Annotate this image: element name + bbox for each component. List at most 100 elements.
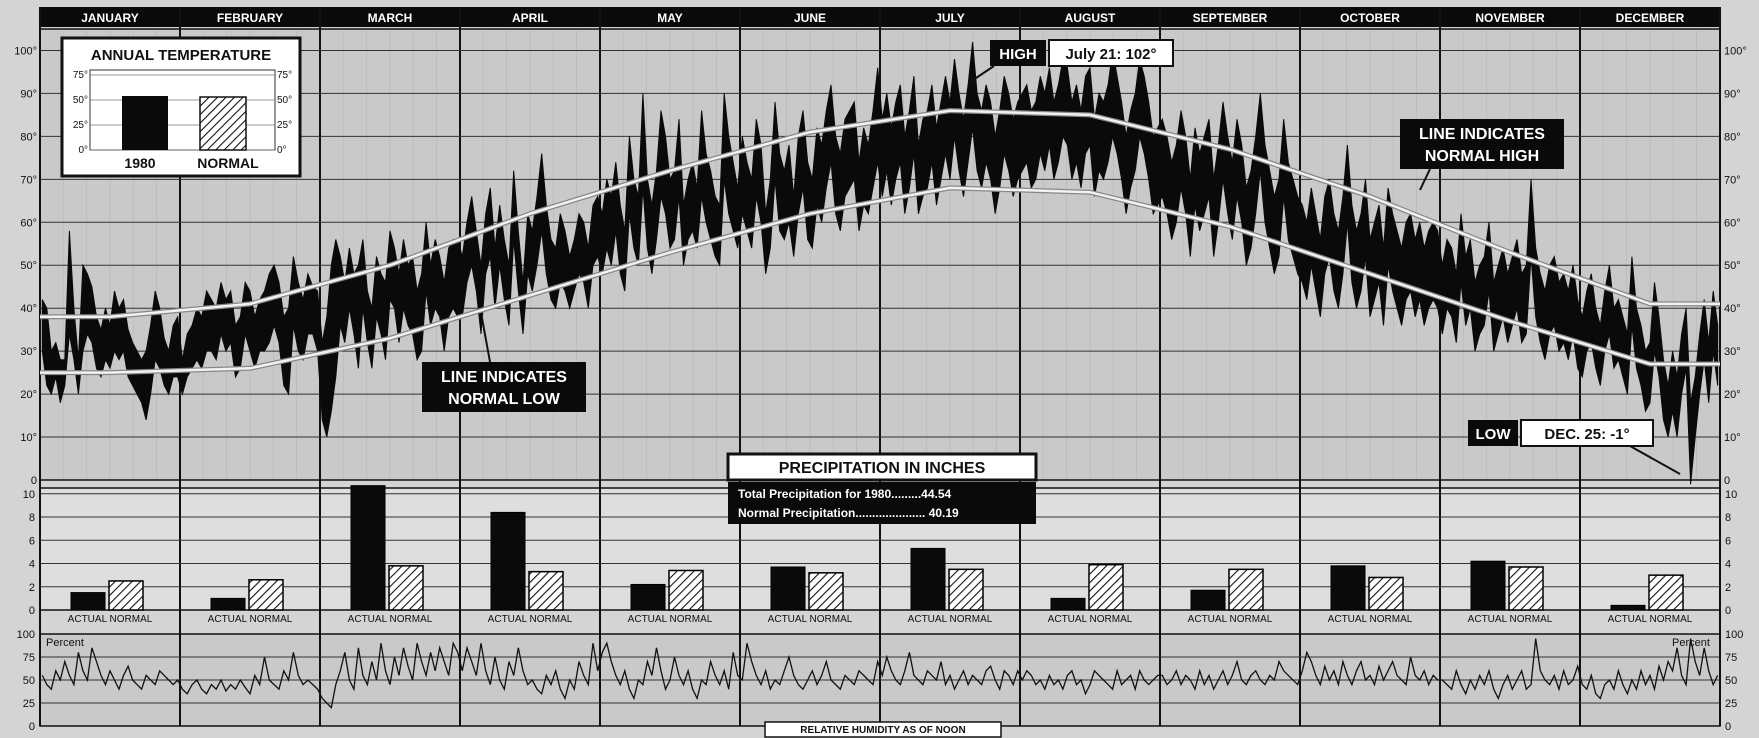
humidity-tick-left: 100 — [17, 629, 35, 641]
humidity-tick-left: 25 — [23, 698, 35, 710]
humidity-tick-left: 50 — [23, 675, 35, 687]
inset-label-1980: 1980 — [124, 155, 155, 171]
month-header-cell — [1581, 7, 1719, 27]
low-tag: LOW — [1476, 426, 1512, 443]
normal-high-callout: LINE INDICATES NORMAL HIGH — [1400, 119, 1564, 191]
month-header-cell — [1301, 7, 1439, 27]
high-pointer — [969, 65, 995, 83]
record-low-callout: LOW DEC. 25: -1° — [1468, 419, 1681, 475]
normal-low-callout: LINE INDICATES NORMAL LOW — [422, 317, 586, 412]
month-label: SEPTEMBER — [1193, 11, 1268, 25]
temperature-tick-left: 50° — [20, 260, 37, 272]
temperature-tick-right: 60° — [1724, 217, 1741, 229]
precipitation-tick-left: 4 — [29, 559, 35, 571]
precip-bar-actual — [1610, 604, 1646, 611]
temperature-tick-left: 90° — [20, 88, 37, 100]
precip-bar-actual — [630, 583, 666, 611]
precip-bar-label: ACTUAL NORMAL — [1328, 614, 1413, 625]
precip-bar-normal — [808, 572, 844, 611]
temperature-tick-left: 30° — [20, 346, 37, 358]
humidity-tick-right: 25 — [1725, 698, 1737, 710]
month-header-cell — [1441, 7, 1579, 27]
humidity-tick-right: 100 — [1725, 629, 1743, 641]
precip-bar-actual — [210, 597, 246, 611]
precip-bar-label: ACTUAL NORMAL — [1468, 614, 1553, 625]
month-header-cell — [461, 7, 599, 27]
humidity-tick-right: 75 — [1725, 652, 1737, 664]
inset-tick-left: 0° — [78, 145, 88, 156]
normal-low-line-1: LINE INDICATES — [441, 369, 567, 386]
precip-bar-normal — [1648, 574, 1684, 611]
normal-low-pointer — [481, 317, 491, 363]
month-header-cell — [1021, 7, 1159, 27]
precip-bar-normal — [1368, 576, 1404, 611]
precip-bar-actual — [70, 592, 106, 611]
humidity-series — [41, 638, 1719, 709]
precipitation-tick-left: 8 — [29, 512, 35, 524]
month-label: OCTOBER — [1340, 11, 1400, 25]
precip-bar-actual — [350, 485, 386, 611]
month-label: AUGUST — [1065, 11, 1116, 25]
precip-bar-label: ACTUAL NORMAL — [208, 614, 293, 625]
inset-tick-left: 75° — [73, 70, 88, 81]
month-header: JANUARY FEBRUARY MARCH APRIL MAY JUNE JULY AUGU… — [41, 7, 1719, 27]
precip-bar-normal — [1228, 568, 1264, 611]
precip-bar-normal — [108, 580, 144, 611]
month-label: NOVEMBER — [1475, 11, 1545, 25]
temperature-tick-left: 0 — [31, 475, 37, 487]
precip-bar-label: ACTUAL NORMAL — [68, 614, 153, 625]
normal-high-box — [1400, 119, 1564, 169]
normal-high-line-1: LINE INDICATES — [1419, 126, 1545, 143]
precip-totals-box — [728, 482, 1036, 524]
precip-bar-label: ACTUAL NORMAL — [488, 614, 573, 625]
humidity-percent-label-right: Percent — [1672, 637, 1710, 649]
month-label: MAY — [657, 11, 683, 25]
inset-title: ANNUAL TEMPERATURE — [91, 47, 271, 64]
precip-bar-normal — [1508, 566, 1544, 611]
temperature-tick-left: 20° — [20, 389, 37, 401]
humidity-title: RELATIVE HUMIDITY AS OF NOON — [800, 725, 965, 736]
humidity-title-box — [764, 721, 1002, 738]
temperature-tick-left: 80° — [20, 131, 37, 143]
precipitation-tick-right: 6 — [1725, 535, 1731, 547]
precip-bar-normal — [528, 570, 564, 611]
normal-high-line — [40, 109, 1720, 319]
precip-bar-label: ACTUAL NORMAL — [1608, 614, 1693, 625]
temperature-tick-right: 90° — [1724, 88, 1741, 100]
precip-bar-actual — [490, 511, 526, 611]
month-header-cell — [181, 7, 319, 27]
precipitation-tick-right: 2 — [1725, 582, 1731, 594]
month-label: MARCH — [368, 11, 413, 25]
precip-bar-label: ACTUAL NORMAL — [1188, 614, 1273, 625]
low-tag-box — [1468, 420, 1518, 446]
annual-temperature-inset: ANNUAL TEMPERATURE 75° 75° 50° 50° 25° 25° 0° 0… — [60, 36, 302, 178]
humidity-line — [41, 638, 1719, 709]
precip-bar-normal — [388, 565, 424, 611]
temperature-tick-right: 80° — [1724, 131, 1741, 143]
normal-low-line — [40, 186, 1720, 374]
temperature-y-axis: 0 010° 10°20° 20°30° 30°40° 40°50° 50°60° 60°70… — [14, 45, 1747, 733]
precip-total: Total Precipitation for 1980.........44.… — [738, 487, 952, 501]
precip-title: PRECIPITATION IN INCHES — [779, 460, 986, 477]
precipitation-tick-right: 0 — [1725, 605, 1731, 617]
high-tag-box — [990, 40, 1046, 66]
humidity-percent-label-left: Percent — [46, 637, 84, 649]
normal-high-pointer — [1419, 168, 1431, 191]
humidity-tick-right: 0 — [1725, 721, 1731, 733]
temperature-tick-right: 70° — [1724, 174, 1741, 186]
month-header-cell — [601, 7, 739, 27]
precip-bar-normal — [1088, 563, 1124, 611]
inset-tick-left: 25° — [73, 120, 88, 131]
precipitation-tick-left: 2 — [29, 582, 35, 594]
precip-normal: Normal Precipitation....................… — [738, 506, 959, 520]
temperature-tick-right: 30° — [1724, 346, 1741, 358]
precipitation-info-box: PRECIPITATION IN INCHES Total Precipitat… — [726, 452, 1038, 524]
month-header-cell — [41, 7, 179, 27]
precip-bar-actual — [1330, 565, 1366, 611]
precip-bar-label: ACTUAL NORMAL — [348, 614, 433, 625]
temperature-tick-right: 10° — [1724, 432, 1741, 444]
temperature-tick-right: 40° — [1724, 303, 1741, 315]
inset-label-normal: NORMAL — [197, 155, 259, 171]
precip-bar-actual — [770, 566, 806, 611]
